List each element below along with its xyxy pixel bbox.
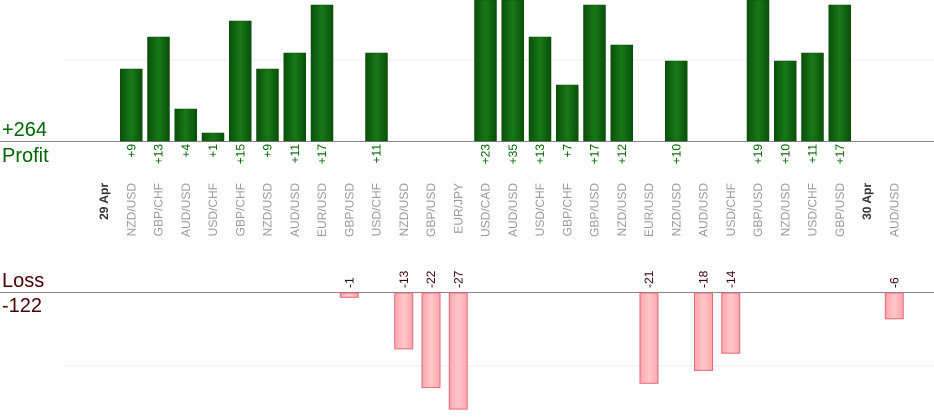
category-label: NZD/USD: [778, 183, 792, 237]
loss-bar: [421, 292, 441, 389]
category-label: GBP/USD: [751, 183, 765, 237]
profit-value-label: +13: [152, 144, 166, 165]
loss-value-label: -1: [342, 277, 356, 288]
profit-bar: [474, 0, 497, 142]
category-label: NZD/USD: [261, 183, 275, 237]
profit-bar: [120, 68, 143, 142]
profit-bar: [774, 60, 797, 142]
category-label: NZD/USD: [615, 183, 629, 237]
profit-bar: [746, 0, 770, 142]
loss-bar: [721, 292, 741, 354]
profit-value-label: +7: [560, 144, 574, 158]
loss-label: Loss: [2, 270, 45, 292]
profit-bar: [610, 44, 633, 142]
category-label: AUD/USD: [506, 183, 520, 237]
loss-value-label: -21: [642, 270, 656, 288]
category-label: GBP/USD: [588, 183, 602, 237]
profit-bar: [665, 60, 688, 142]
category-label: AUD/USD: [887, 183, 901, 237]
profit-value-label: +17: [315, 144, 329, 165]
category-label: GBP/USD: [342, 183, 356, 237]
profit-bar: [365, 52, 388, 142]
profit-value-label: +23: [479, 144, 493, 165]
category-label: USD/CHF: [533, 183, 547, 236]
profit-value-label: +11: [806, 144, 820, 164]
profit-label: Profit: [2, 145, 49, 167]
profit-value-label: +13: [533, 144, 547, 165]
category-label: EUR/USD: [315, 183, 329, 237]
profit-value-label: +10: [669, 144, 683, 165]
profit-value-label: +19: [751, 144, 765, 165]
profit-value-label: +35: [506, 144, 520, 165]
total-loss-value: -122: [2, 295, 43, 317]
category-label: USD/CHF: [724, 183, 738, 236]
category-label: AUD/USD: [697, 183, 711, 237]
total-profit-value: +264: [2, 119, 48, 141]
category-label: EUR/JPY: [451, 183, 465, 234]
profit-value-label: +11: [288, 144, 302, 164]
profit-value-label: +4: [179, 144, 193, 158]
category-label: EUR/USD: [642, 183, 656, 237]
profit-bar: [201, 132, 225, 142]
profit-value-label: +9: [261, 144, 275, 158]
profit-bar: [556, 84, 579, 142]
profit-value-label: +10: [778, 144, 792, 165]
category-label: GBP/CHF: [233, 183, 247, 236]
loss-bar: [694, 292, 713, 371]
category-label: AUD/USD: [288, 183, 302, 237]
loss-bar: [884, 292, 904, 320]
date-label: 30 Apr: [860, 183, 874, 220]
profit-value-label: +15: [233, 144, 247, 165]
profit-bar: [310, 4, 334, 142]
loss-value-label: -22: [424, 270, 438, 288]
profit-bar: [229, 20, 252, 142]
profit-bar: [283, 52, 306, 142]
profit-value-label: +1: [206, 144, 220, 158]
loss-value-label: -14: [724, 270, 738, 288]
category-label: USD/CHF: [806, 183, 820, 236]
profit-bar: [801, 52, 824, 142]
profit-value-label: +9: [124, 144, 138, 158]
profit-bar: [528, 36, 552, 142]
profit-bar: [147, 36, 170, 142]
loss-value-label: -18: [697, 270, 711, 288]
profit-value-label: +17: [833, 144, 847, 165]
category-label: USD/CHF: [206, 183, 220, 236]
category-label: NZD/USD: [124, 183, 138, 237]
loss-bar: [339, 292, 359, 298]
category-label: GBP/USD: [424, 183, 438, 237]
category-label: USD/CHF: [370, 183, 384, 236]
loss-bar: [394, 292, 414, 350]
category-label: NZD/USD: [669, 183, 683, 237]
profit-bar: [828, 4, 851, 142]
category-label: GBP/CHF: [560, 183, 574, 236]
loss-value-label: -27: [451, 270, 465, 288]
category-label: GBP/USD: [833, 183, 847, 237]
loss-value-label: -6: [887, 277, 901, 288]
profit-value-label: +11: [370, 144, 384, 164]
profit-value-label: +17: [588, 144, 602, 165]
category-label: GBP/CHF: [152, 183, 166, 236]
loss-value-label: -13: [397, 270, 411, 288]
profit-bar: [501, 0, 524, 142]
category-label: NZD/USD: [397, 183, 411, 237]
profit-value-label: +12: [615, 144, 629, 165]
profit-bar: [174, 108, 197, 142]
profit-bar: [583, 4, 606, 142]
category-label: USD/CAD: [479, 183, 493, 237]
loss-bar: [639, 292, 659, 384]
profit-bar: [256, 68, 279, 142]
loss-bar: [448, 292, 468, 410]
category-label: AUD/USD: [179, 183, 193, 237]
date-label: 29 Apr: [97, 183, 111, 220]
